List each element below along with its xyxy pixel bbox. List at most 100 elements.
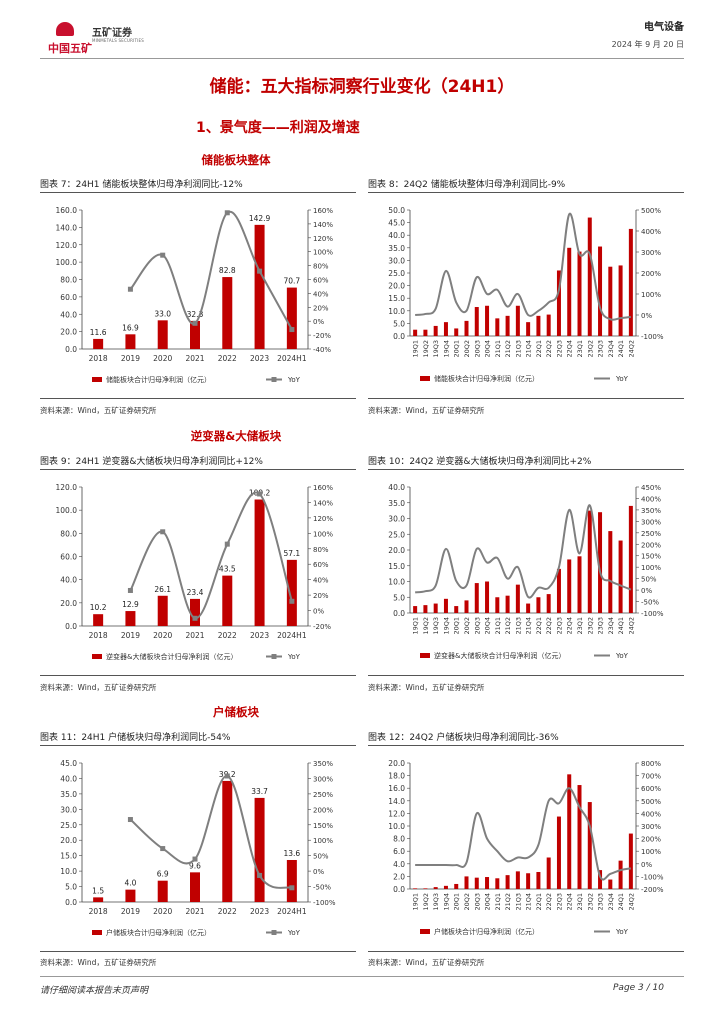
bar: [505, 875, 510, 889]
bar: [423, 329, 428, 336]
group-title: 户储板块: [213, 705, 259, 719]
figure-bottom-rule: [368, 398, 684, 399]
y-right-tick-label: 400%: [641, 495, 661, 503]
footer-disclaimer: 请仔细阅读本报告末页声明: [40, 986, 149, 996]
y-right-tick-label: 100%: [313, 837, 333, 845]
y-right-tick-label: 60%: [313, 561, 329, 569]
bar: [546, 314, 551, 336]
y-right-tick-label: -100%: [313, 899, 336, 907]
bar: [567, 247, 572, 336]
legend-bar-swatch: [92, 930, 102, 935]
yoy-point: [224, 773, 230, 779]
y-right-tick-label: 160%: [313, 484, 333, 492]
x-tick-label: 2018: [89, 354, 108, 363]
bar-data-label: 16.9: [122, 323, 139, 332]
y-right-tick-label: -40%: [313, 346, 331, 354]
bar: [628, 228, 633, 336]
x-tick-label: 24Q1: [617, 893, 625, 911]
y-right-tick-label: 400%: [641, 810, 661, 818]
x-tick-label: 19Q2: [422, 340, 430, 358]
figure-top-rule: [368, 192, 684, 193]
bar: [608, 266, 613, 336]
bar: [495, 318, 500, 336]
x-tick-label: 22Q2: [545, 340, 553, 358]
x-tick-label: 20Q1: [453, 340, 461, 358]
y-left-tick-label: 80.0: [60, 529, 77, 538]
y-left-tick-label: 12.0: [388, 809, 405, 818]
figure-top-rule: [368, 745, 684, 746]
legend-bar-label: 户储板块合计归母净利润（亿元）: [106, 928, 211, 937]
y-right-tick-label: 250%: [641, 530, 661, 538]
y-left-tick-label: 15.0: [388, 294, 405, 303]
y-right-tick-label: 100%: [641, 291, 661, 299]
bar: [413, 606, 418, 613]
bar: [628, 833, 633, 889]
bar: [536, 597, 541, 613]
x-tick-label: 20Q4: [484, 340, 492, 358]
bar: [222, 277, 233, 349]
y-right-tick-label: -20%: [313, 332, 331, 340]
yoy-line: [415, 787, 632, 881]
company-logo: 中国五矿 五矿证券 MINMETALS SECURITIES: [48, 18, 158, 56]
y-right-tick-label: 400%: [641, 228, 661, 236]
bar: [587, 510, 592, 613]
bar: [485, 877, 490, 889]
x-tick-label: 2023: [250, 907, 269, 916]
y-left-tick-label: 0.0: [65, 898, 77, 907]
yoy-point: [127, 817, 133, 823]
x-tick-label: 21Q1: [494, 893, 502, 911]
legend-bar-swatch: [92, 654, 102, 659]
y-right-tick-label: 80%: [313, 546, 329, 554]
y-left-tick-label: 15.0: [388, 562, 405, 571]
x-tick-label: 2021: [185, 631, 204, 640]
bar: [474, 877, 479, 889]
bar: [526, 603, 531, 613]
y-right-tick-label: 80%: [313, 263, 329, 271]
bar: [443, 598, 448, 613]
y-left-tick-label: 45.0: [388, 219, 405, 228]
bar-data-label: 57.1: [284, 549, 301, 558]
y-right-tick-label: 50%: [313, 853, 329, 861]
x-tick-label: 2024H1: [277, 631, 307, 640]
y-left-tick-label: 35.0: [60, 790, 77, 799]
bar: [93, 614, 104, 626]
bar-data-label: 70.7: [284, 277, 301, 286]
y-left-tick-label: 14.0: [388, 797, 405, 806]
bar-data-label: 33.7: [251, 787, 268, 796]
x-tick-label: 2018: [89, 907, 108, 916]
y-left-tick-label: 20.0: [388, 546, 405, 555]
legend-line-label: YoY: [615, 928, 629, 936]
y-left-tick-label: 18.0: [388, 772, 405, 781]
y-right-tick-label: 800%: [641, 760, 661, 768]
header-divider: [40, 58, 684, 59]
y-right-tick-label: 350%: [313, 760, 333, 768]
bar: [526, 873, 531, 889]
y-left-tick-label: 5.0: [393, 319, 405, 328]
y-right-tick-label: 200%: [641, 541, 661, 549]
y-right-tick-label: 300%: [641, 823, 661, 831]
y-right-tick-label: 0%: [313, 318, 324, 326]
figure-bottom-rule: [40, 675, 356, 676]
bar: [536, 871, 541, 889]
figure-top-rule: [368, 469, 684, 470]
bar: [546, 594, 551, 613]
bar: [474, 583, 479, 613]
x-tick-label: 19Q2: [422, 617, 430, 635]
logo-english: MINMETALS SECURITIES: [92, 38, 144, 43]
footer-divider: [40, 976, 684, 977]
legend-line-marker: [271, 654, 277, 659]
bar: [567, 559, 572, 613]
y-right-tick-label: 300%: [641, 249, 661, 257]
x-tick-label: 21Q4: [525, 617, 533, 635]
bar: [485, 305, 490, 336]
bar: [577, 785, 582, 889]
legend-line-label: YoY: [287, 376, 301, 384]
x-tick-label: 19Q4: [442, 340, 450, 358]
y-left-tick-label: 60.0: [60, 293, 77, 302]
bar: [628, 505, 633, 613]
y-right-tick-label: 200%: [641, 270, 661, 278]
x-tick-label: 20Q2: [463, 893, 471, 911]
legend-bar-swatch: [420, 653, 430, 658]
y-right-tick-label: 0%: [641, 587, 652, 595]
x-tick-label: 2020: [153, 907, 172, 916]
